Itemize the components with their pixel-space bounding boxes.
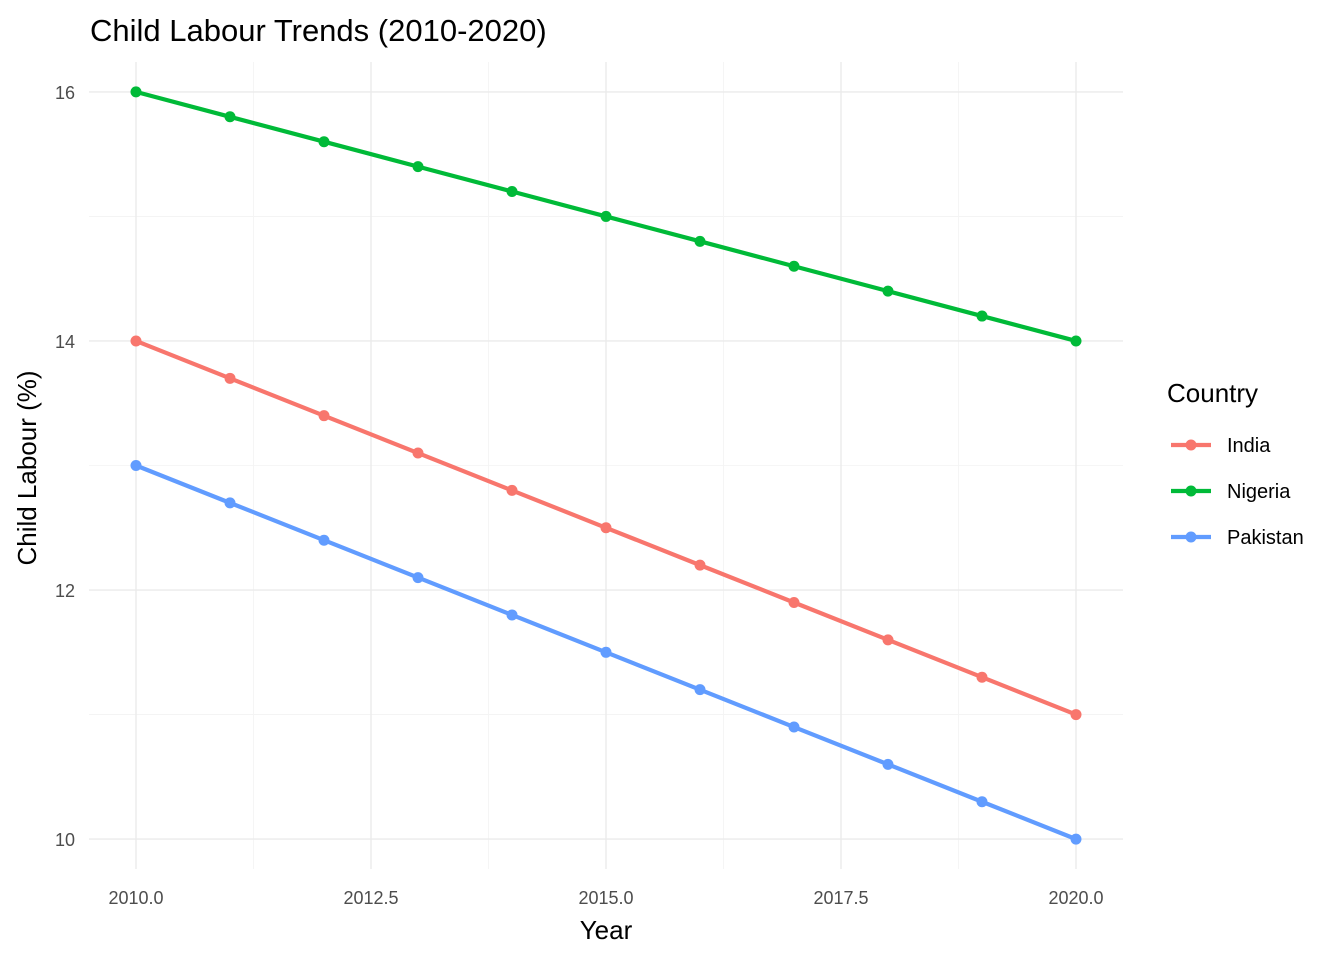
data-point (976, 796, 988, 808)
chart-title: Child Labour Trends (2010-2020) (90, 13, 547, 48)
y-tick-label: 10 (55, 830, 75, 850)
data-point (318, 534, 330, 546)
y-tick-label: 16 (55, 83, 75, 103)
y-axis-title: Child Labour (%) (12, 370, 42, 565)
data-point (882, 758, 894, 770)
data-point (224, 372, 236, 384)
data-point (1070, 335, 1082, 347)
data-point (506, 609, 518, 621)
x-tick-label: 2015.0 (578, 888, 633, 908)
x-tick-label: 2020.0 (1048, 888, 1103, 908)
data-point (506, 186, 518, 198)
data-point (694, 235, 706, 247)
data-point (694, 559, 706, 571)
legend-key-point (1185, 485, 1197, 497)
data-point (882, 285, 894, 297)
data-point (130, 335, 142, 347)
x-tick-label: 2010.0 (108, 888, 163, 908)
legend-item-pakistan: Pakistan (1171, 527, 1304, 549)
data-point (318, 410, 330, 422)
data-point (318, 136, 330, 148)
series-nigeria (130, 86, 1082, 347)
data-point (412, 572, 424, 584)
legend-label: Nigeria (1227, 481, 1291, 503)
legend: Country India Nigeria Pakistan (1167, 378, 1304, 549)
data-point (506, 484, 518, 496)
data-point (224, 497, 236, 509)
data-point (412, 161, 424, 173)
data-point (600, 522, 612, 534)
legend-label: Pakistan (1227, 527, 1304, 549)
series-lines (130, 86, 1082, 845)
data-point (882, 634, 894, 646)
data-point (1070, 709, 1082, 721)
data-point (224, 111, 236, 123)
y-tick-label: 14 (55, 332, 75, 352)
data-point (130, 460, 142, 471)
data-point (788, 721, 800, 733)
data-point (976, 310, 988, 322)
x-tick-label: 2017.5 (813, 888, 868, 908)
data-point (976, 671, 988, 683)
x-axis-ticks: 2010.0 2012.5 2015.0 2017.5 2020.0 (108, 888, 1103, 908)
data-point (600, 646, 612, 658)
series-india (130, 335, 1082, 721)
legend-key-point (1185, 439, 1197, 451)
legend-title: Country (1167, 378, 1258, 408)
series-pakistan (130, 460, 1082, 845)
data-point (694, 684, 706, 696)
data-point (788, 596, 800, 608)
legend-key-point (1185, 531, 1197, 543)
legend-label: India (1227, 435, 1271, 457)
x-axis-title: Year (580, 915, 633, 945)
legend-item-nigeria: Nigeria (1171, 481, 1291, 503)
y-axis-ticks: 10 12 14 16 (55, 83, 75, 850)
data-point (130, 86, 142, 98)
data-point (600, 210, 612, 222)
x-tick-label: 2012.5 (343, 888, 398, 908)
grid (89, 62, 1123, 869)
y-tick-label: 12 (55, 581, 75, 601)
data-point (788, 260, 800, 272)
data-point (412, 447, 424, 459)
data-point (1070, 833, 1082, 845)
legend-item-india: India (1171, 435, 1271, 457)
